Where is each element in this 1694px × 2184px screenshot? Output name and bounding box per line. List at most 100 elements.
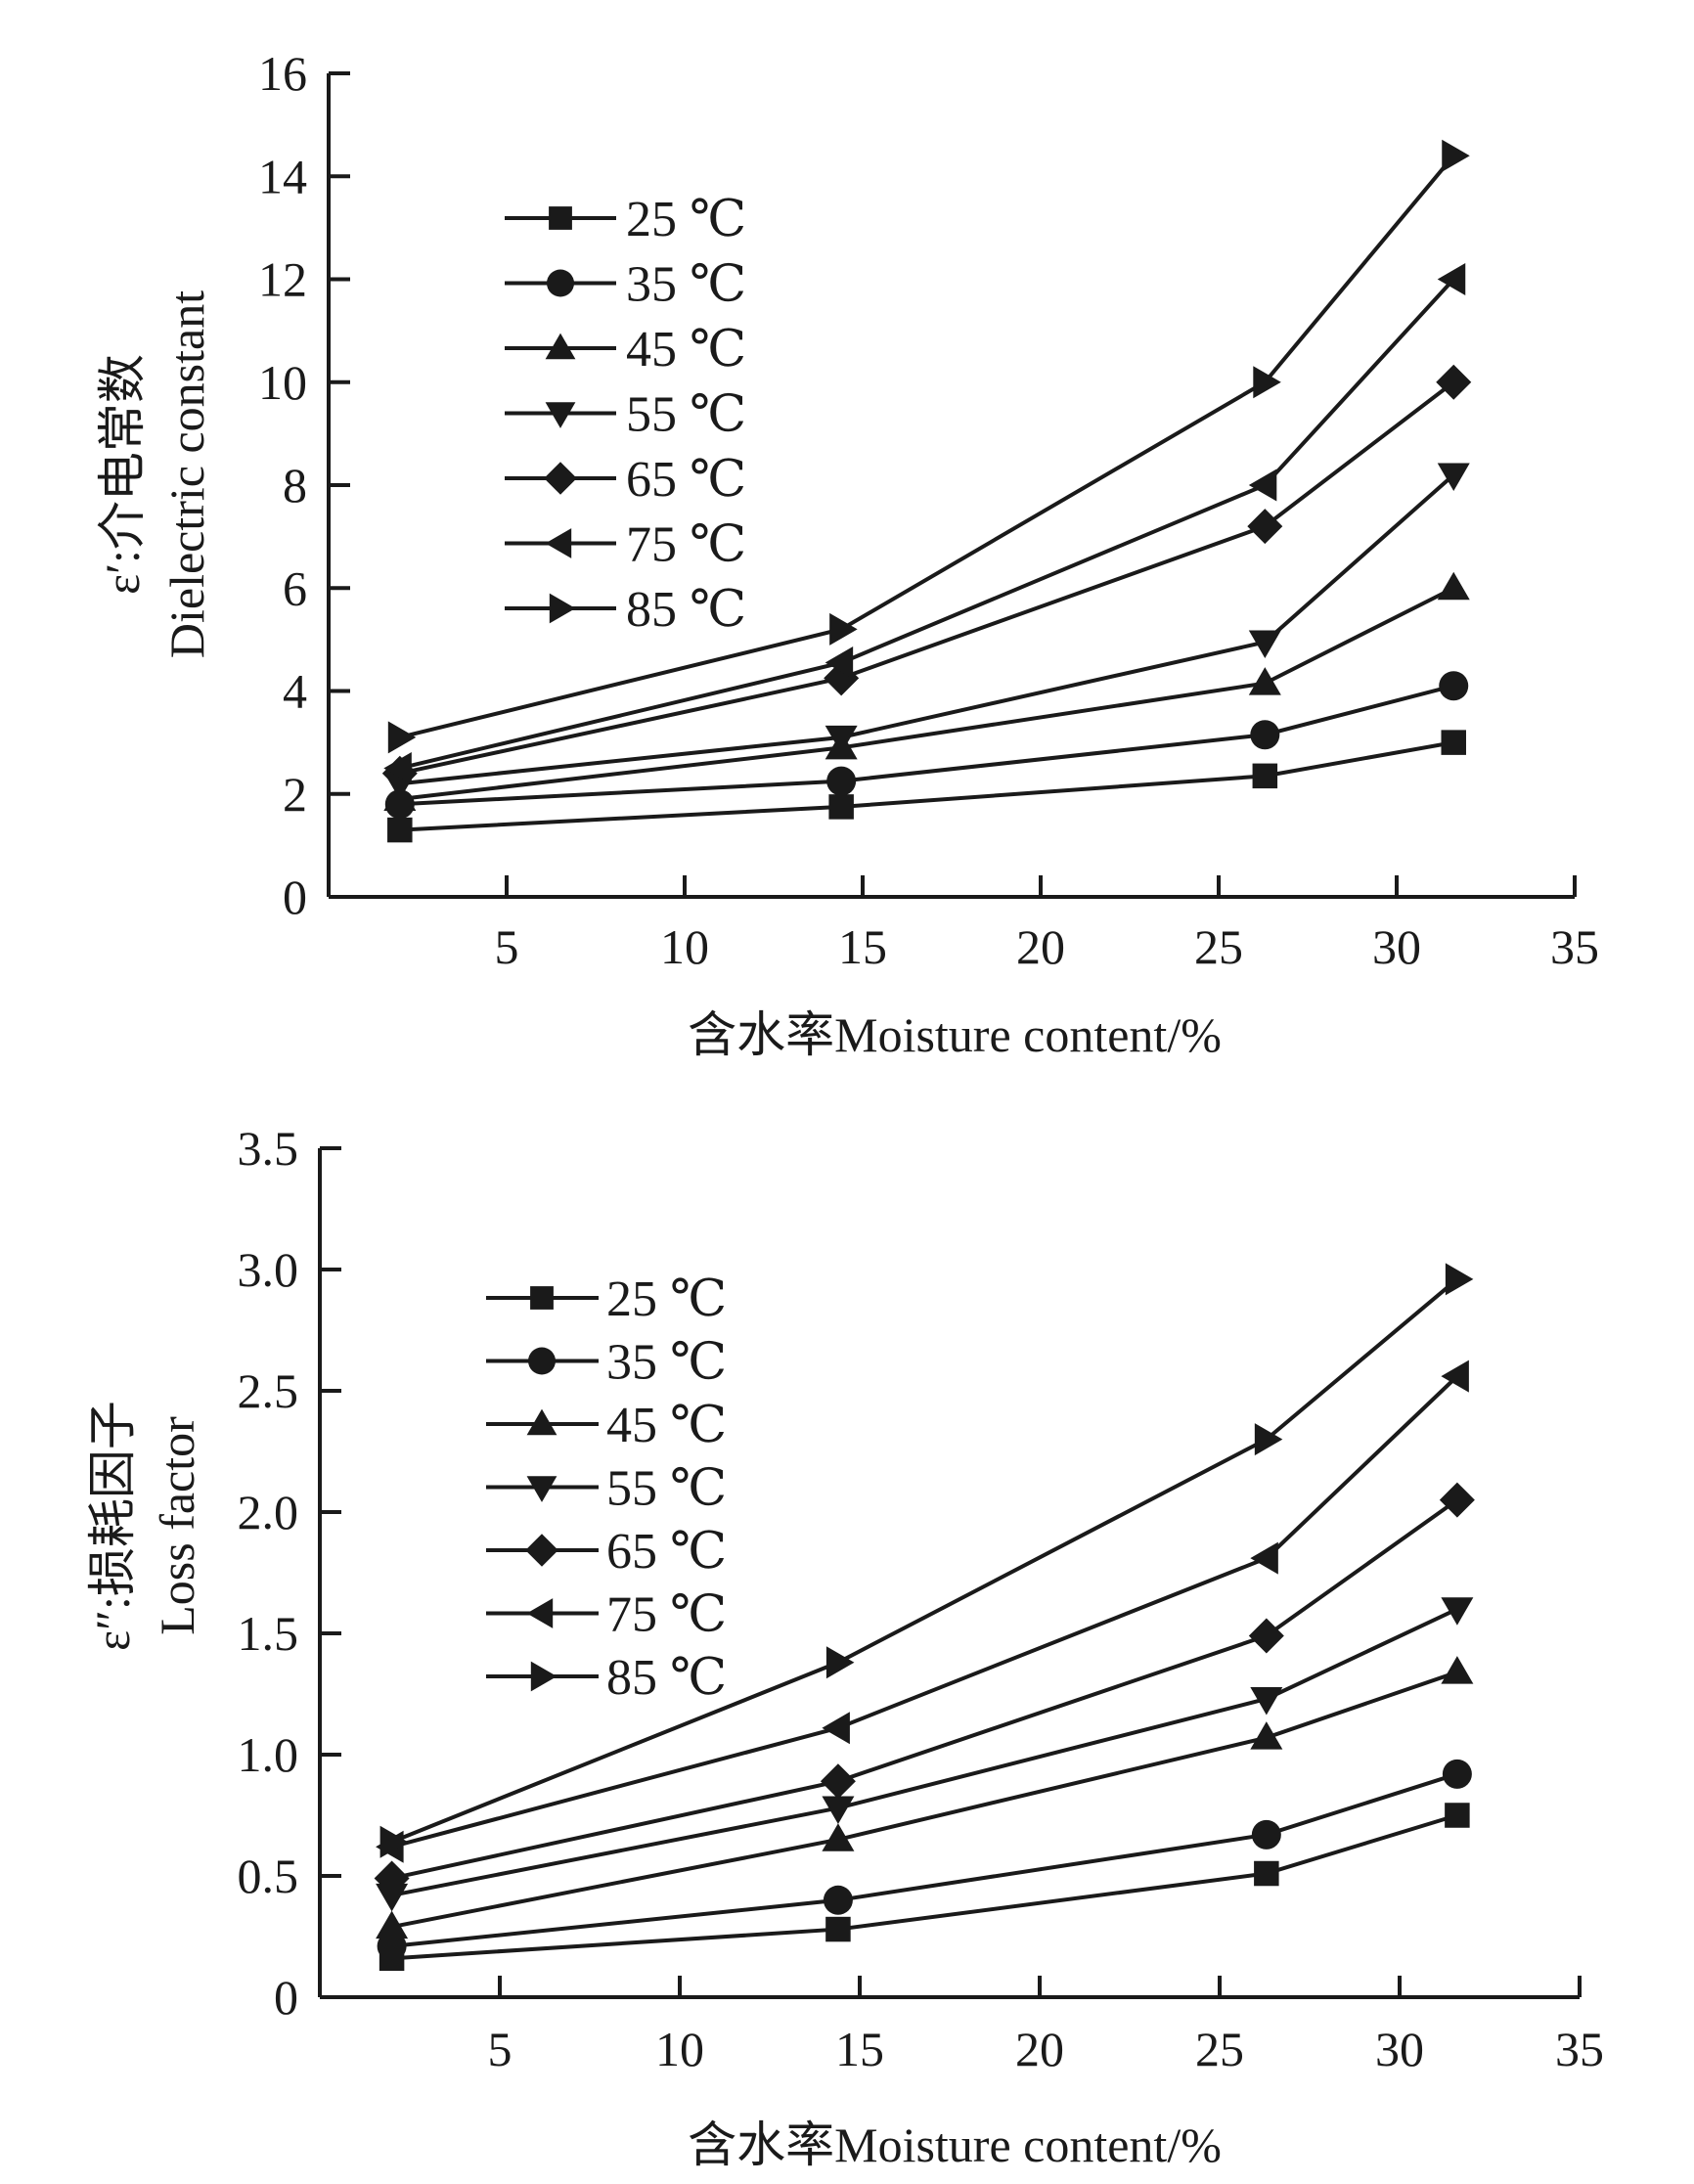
series-line	[399, 740, 1454, 832]
series-35c	[384, 671, 1469, 820]
data-point-square	[828, 794, 854, 820]
data-point-triangle-up	[376, 1910, 409, 1939]
legend-label: 45 ℃	[606, 1398, 727, 1453]
data-point-diamond	[820, 1763, 856, 1800]
series-line	[391, 1607, 1458, 1897]
y-tick-label: 6	[283, 560, 307, 615]
data-point-triangle-left	[825, 646, 854, 680]
plot-area: 0 2 4 6 8 10 12 14 16 5 10 15 20 25 30 35 25 ℃ 35 ℃ 45 ℃ 55…	[258, 46, 1599, 974]
y-tick-label: 0	[274, 1970, 298, 2025]
legend-item: 75 ℃	[505, 517, 746, 573]
series-line	[399, 380, 1455, 776]
legend-item: 25 ℃	[505, 192, 746, 247]
x-tick-label: 25	[1195, 2022, 1244, 2076]
legend-marker-circle	[528, 1347, 556, 1375]
plot-area: 0 0.5 1.0 1.5 2.0 2.5 3.0 3.5 5 10 15 20 25 30 35 25 ℃ 3…	[238, 1121, 1605, 2076]
series-line	[399, 586, 1455, 801]
y-axis-title-line2: Dielectric constant	[159, 290, 214, 658]
legend-item: 35 ℃	[505, 257, 746, 313]
data-point-triangle-left	[383, 751, 412, 784]
data-point-diamond	[374, 1860, 410, 1896]
data-point-circle	[1439, 671, 1469, 701]
data-point-triangle-right	[379, 1825, 409, 1858]
axes: 0 2 4 6 8 10 12 14 16 5 10 15 20 25 30 35	[258, 46, 1599, 974]
data-point-diamond	[1436, 364, 1472, 400]
data-point-triangle-down	[376, 1883, 409, 1912]
legend-item: 55 ℃	[486, 1461, 727, 1517]
legend-item: 55 ℃	[505, 387, 746, 443]
legend-item: 65 ℃	[486, 1524, 727, 1580]
legend-marker-square	[549, 206, 572, 230]
legend-item: 45 ℃	[505, 322, 746, 378]
data-point-triangle-down	[822, 1796, 855, 1825]
y-tick-label: 3.0	[238, 1242, 299, 1297]
legend-label: 55 ℃	[606, 1461, 727, 1517]
y-tick-label: 12	[258, 252, 307, 307]
y-axis-title-line1: ε′:介电常数	[95, 354, 150, 595]
x-tick-label: 15	[835, 2022, 884, 2076]
data-point-diamond	[1439, 1482, 1475, 1518]
series-line	[399, 472, 1455, 786]
series-line	[399, 278, 1455, 771]
data-point-square	[1445, 1803, 1470, 1828]
series-line	[391, 1374, 1459, 1850]
data-point-circle	[1442, 1759, 1472, 1789]
legend-label: 65 ℃	[626, 452, 746, 508]
legend-label: 35 ℃	[606, 1335, 727, 1391]
legend-marker-triangle-right	[549, 593, 576, 624]
legend-label: 55 ℃	[626, 387, 746, 443]
series-25c	[387, 730, 1466, 843]
y-tick-label: 2	[283, 767, 307, 822]
legend-marker-triangle-left	[545, 528, 572, 558]
x-tick-label: 35	[1555, 2022, 1604, 2076]
series-line	[391, 1771, 1458, 1948]
data-point-triangle-left	[1248, 468, 1277, 502]
series-line	[391, 1497, 1459, 1881]
legend-item: 75 ℃	[486, 1587, 727, 1643]
legend-item: 45 ℃	[486, 1398, 727, 1453]
series-65c	[374, 1482, 1475, 1896]
y-axis-title-line2: Loss factor	[150, 1416, 204, 1635]
data-point-triangle-right	[1253, 366, 1281, 399]
series-line	[399, 684, 1454, 807]
series-55c	[376, 1597, 1474, 1912]
legend-marker-triangle-down	[545, 402, 576, 428]
data-point-square	[825, 1916, 851, 1942]
loss-factor-chart: 0 0.5 1.0 1.5 2.0 2.5 3.0 3.5 5 10 15 20 25 30 35 25 ℃ 3…	[85, 1121, 1604, 2172]
y-tick-label: 8	[283, 458, 307, 513]
data-point-triangle-down	[1250, 1686, 1283, 1716]
data-point-circle	[826, 766, 857, 796]
y-tick-label: 2.5	[238, 1363, 299, 1418]
dielectric-constant-chart: 0 2 4 6 8 10 12 14 16 5 10 15 20 25 30 35 25 ℃ 35 ℃ 45 ℃ 55…	[95, 46, 1599, 1062]
data-point-circle	[377, 1931, 407, 1961]
data-point-circle	[1251, 1819, 1281, 1850]
data-point-circle	[823, 1885, 853, 1915]
legend-marker-circle	[547, 269, 574, 297]
series-45c	[376, 1656, 1474, 1939]
legend-label: 75 ℃	[606, 1587, 727, 1643]
legend-label: 25 ℃	[626, 192, 746, 247]
data-point-diamond	[1248, 1618, 1284, 1654]
data-point-square	[1252, 763, 1278, 789]
series-85c	[387, 139, 1470, 754]
legend-label: 85 ℃	[626, 582, 746, 638]
x-tick-label: 5	[495, 919, 519, 974]
y-tick-label: 4	[283, 664, 307, 719]
legend-label: 25 ℃	[606, 1271, 727, 1327]
x-tick-label: 20	[1016, 919, 1065, 974]
series-line	[390, 1277, 1459, 1845]
x-axis-title: 含水率Moisture content/%	[688, 2117, 1222, 2172]
x-tick-label: 30	[1375, 2022, 1424, 2076]
data-point-triangle-left	[1437, 263, 1466, 295]
x-tick-label: 10	[655, 2022, 704, 2076]
legend-item: 85 ℃	[486, 1650, 727, 1706]
x-axis-title: 含水率Moisture content/%	[688, 1007, 1222, 1062]
data-point-triangle-right	[387, 721, 417, 754]
series-line	[391, 1670, 1458, 1930]
series-75c	[383, 263, 1466, 784]
y-tick-label: 3.5	[238, 1121, 299, 1176]
y-tick-label: 14	[258, 149, 307, 203]
data-point-diamond	[1247, 509, 1283, 545]
series-55c	[383, 463, 1470, 800]
data-point-triangle-right	[825, 1646, 855, 1679]
